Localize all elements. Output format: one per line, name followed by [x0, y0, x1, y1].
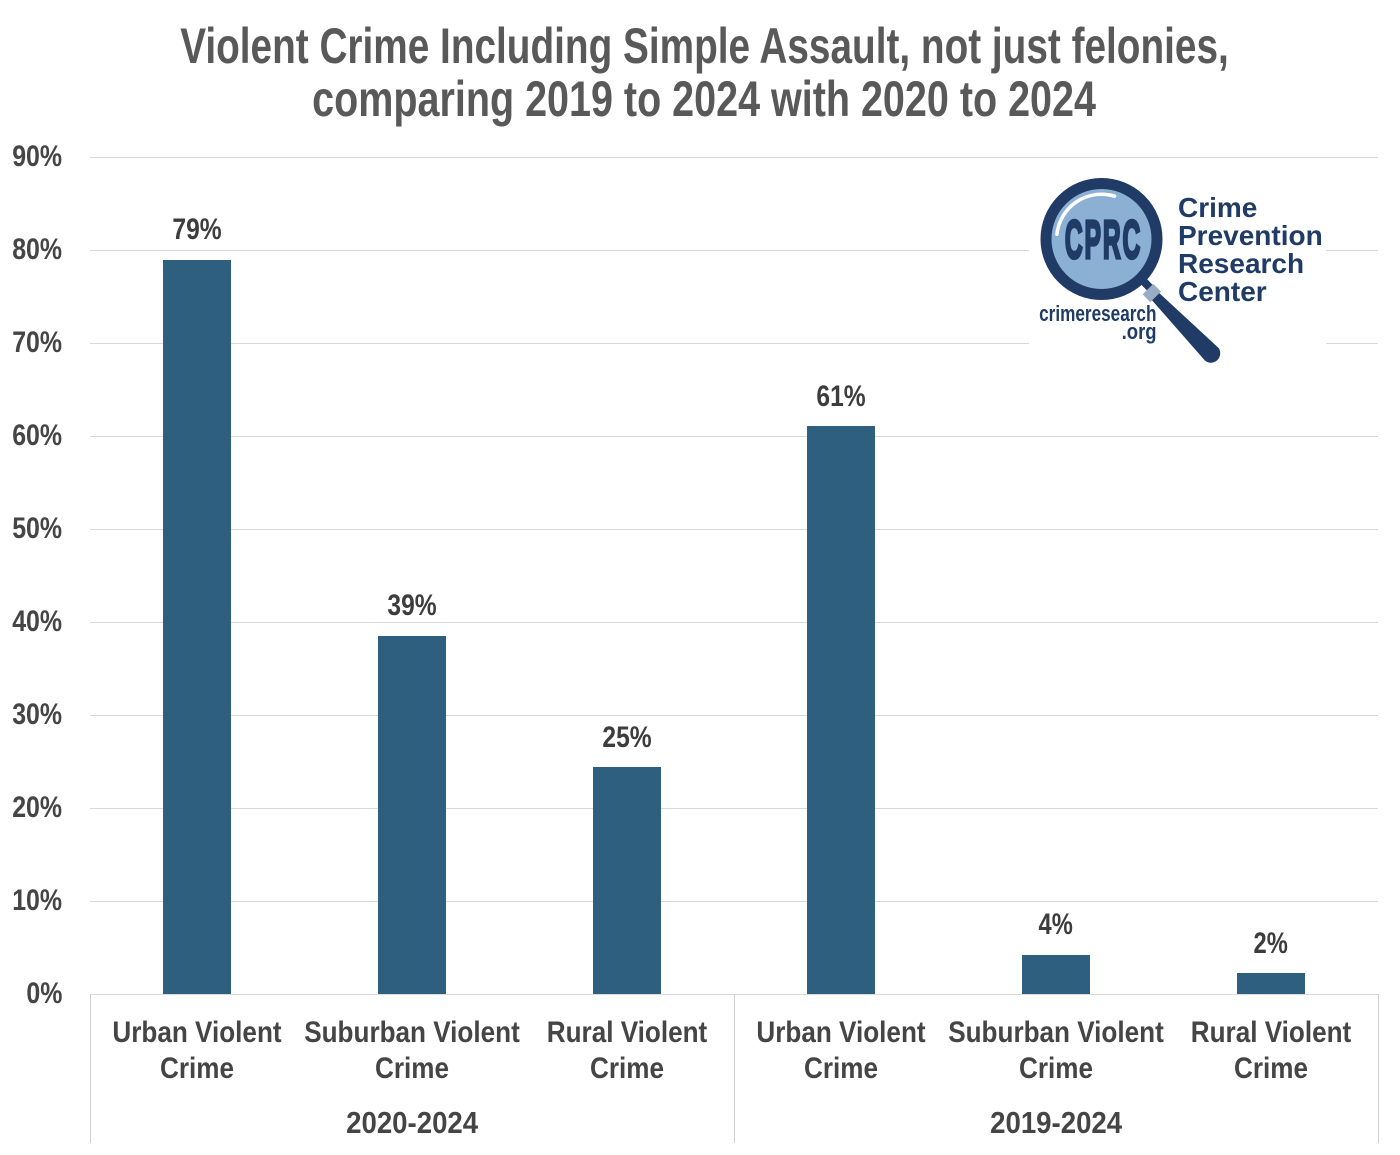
svg-text:CPRC: CPRC	[1065, 209, 1142, 269]
